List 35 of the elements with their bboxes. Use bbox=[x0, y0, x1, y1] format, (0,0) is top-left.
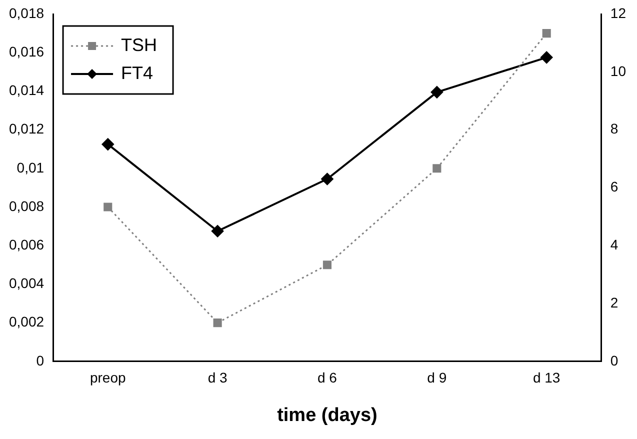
x-tick-label: d 13 bbox=[532, 370, 560, 386]
point bbox=[540, 51, 553, 64]
y-tick-label: 0,018 bbox=[8, 4, 44, 21]
legend-label: TSH bbox=[121, 34, 158, 55]
x-tick-label: d 6 bbox=[317, 370, 338, 386]
x-tick-label: d 3 bbox=[208, 370, 228, 386]
y2-tick-label: 4 bbox=[610, 236, 618, 252]
y-tick-label: 0,012 bbox=[8, 120, 44, 137]
point bbox=[430, 86, 443, 98]
y-tick-label: 0,01 bbox=[16, 159, 44, 176]
point bbox=[432, 164, 442, 173]
y2-tick-label: 0 bbox=[610, 352, 618, 368]
point bbox=[102, 138, 114, 150]
point bbox=[322, 260, 332, 270]
point bbox=[321, 173, 334, 186]
x-axis-title: time (days) bbox=[277, 404, 378, 426]
y2-tick-label: 10 bbox=[610, 62, 626, 79]
y-tick-label: 0,014 bbox=[8, 82, 44, 98]
y2-tick-label: 12 bbox=[610, 4, 626, 21]
x-tick-label: d 9 bbox=[427, 370, 447, 386]
y2-tick-label: 8 bbox=[610, 120, 618, 137]
point bbox=[104, 202, 112, 212]
point bbox=[542, 29, 551, 38]
y-tick-label: 0,004 bbox=[8, 275, 44, 292]
y-tick-label: 0,002 bbox=[8, 314, 44, 330]
y2-tick-label: 6 bbox=[610, 178, 618, 195]
legend-label: FT4 bbox=[121, 62, 154, 83]
y2-tick-label: 2 bbox=[610, 294, 618, 310]
point bbox=[213, 318, 222, 328]
x-tick-label: preop bbox=[90, 370, 126, 386]
point bbox=[212, 225, 224, 238]
y-tick-label: 0,008 bbox=[8, 198, 44, 214]
y-tick-label: 0,006 bbox=[8, 236, 44, 252]
y-tick-label: 0 bbox=[36, 352, 44, 368]
y-tick-label: 0,016 bbox=[8, 43, 44, 60]
